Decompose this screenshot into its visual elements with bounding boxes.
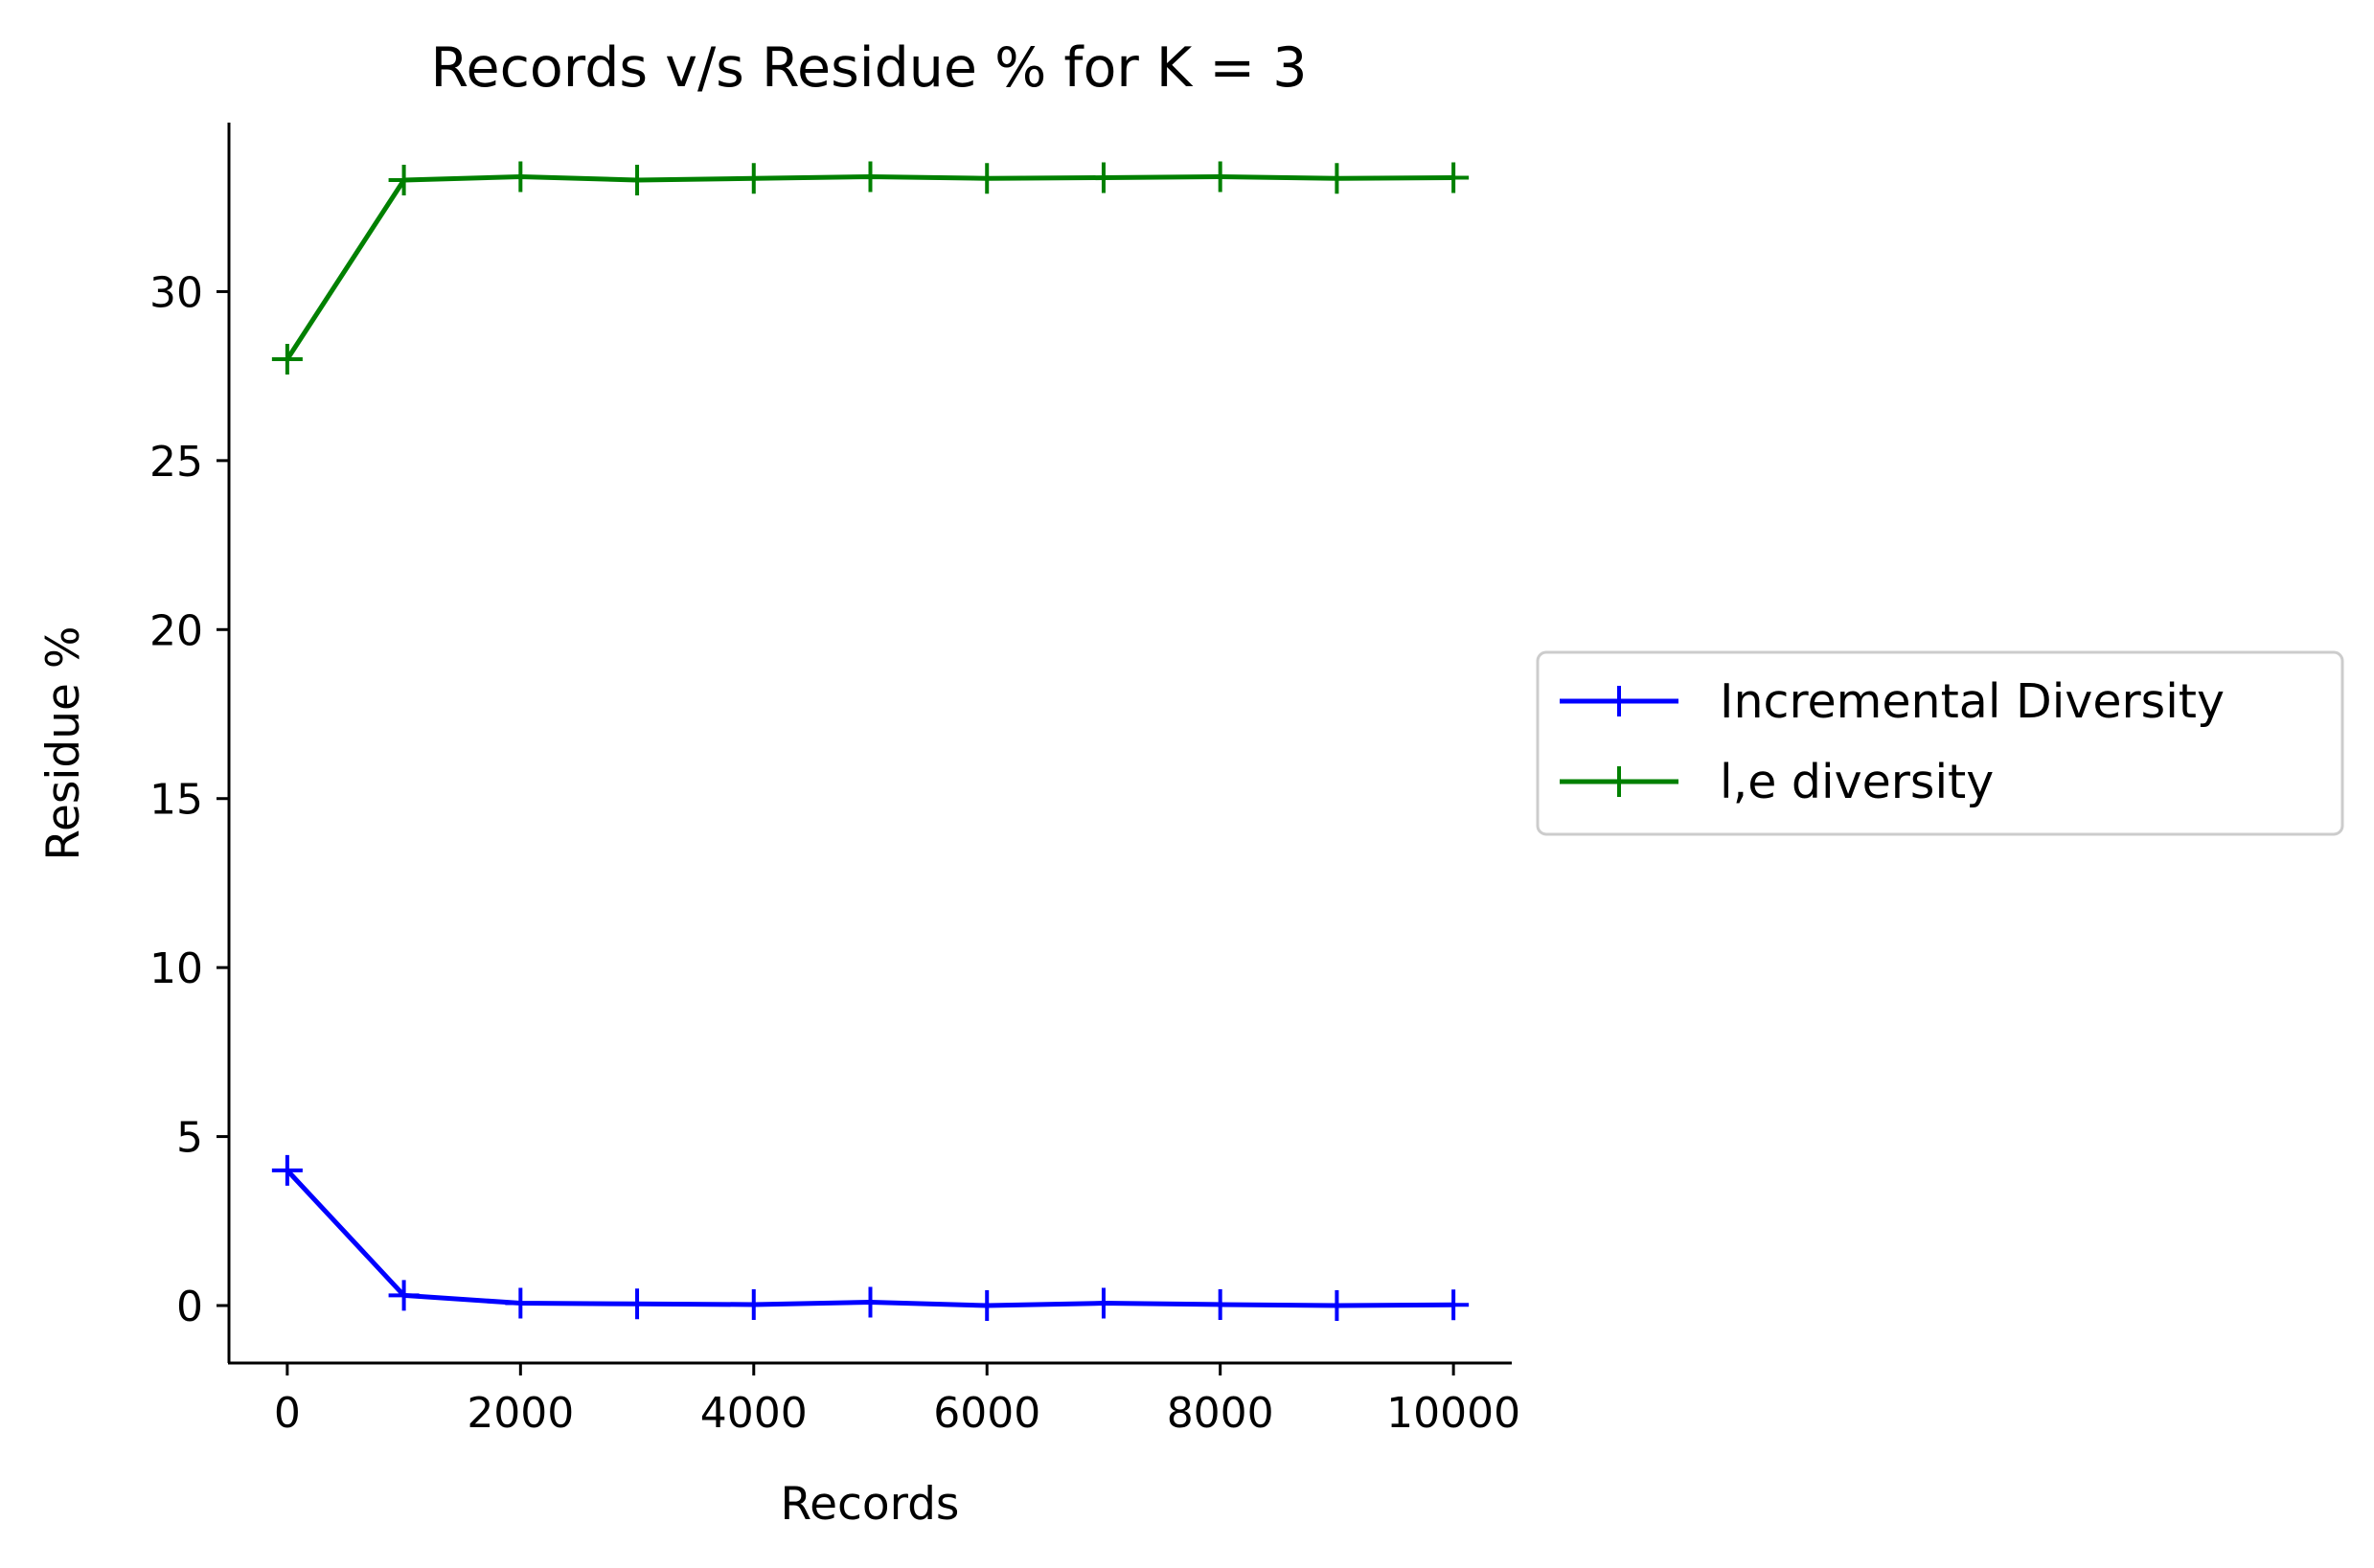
x-ticks: 0 2000 4000 6000 8000 10000	[274, 1363, 1520, 1438]
data-point	[738, 163, 769, 194]
series-layer	[271, 161, 1470, 1322]
x-tick-label: 0	[274, 1389, 301, 1438]
legend-swatch-marker	[1604, 686, 1634, 716]
legend-label: l,e diversity	[1720, 755, 1994, 809]
x-tick-label: 4000	[700, 1389, 808, 1438]
y-tick-label: 10	[149, 944, 203, 993]
data-point	[388, 164, 420, 195]
data-point	[855, 161, 886, 193]
series-1	[271, 1154, 1470, 1322]
legend-entry: Incremental Diversity	[1560, 674, 2225, 729]
data-point	[971, 1290, 1003, 1322]
data-point	[1204, 161, 1236, 193]
y-ticks: 0 5 10 15 20 25 30	[149, 268, 229, 1331]
data-point	[1438, 162, 1470, 193]
data-point	[271, 1154, 303, 1186]
data-point	[1321, 1290, 1353, 1322]
data-point	[1204, 1288, 1236, 1320]
data-point	[505, 161, 536, 193]
data-point	[505, 1287, 536, 1319]
data-point	[855, 1286, 886, 1318]
data-point	[388, 1280, 420, 1311]
legend-label: Incremental Diversity	[1720, 674, 2225, 729]
data-point	[1087, 1287, 1119, 1319]
data-point	[738, 1288, 769, 1320]
data-point	[622, 1288, 653, 1320]
y-tick-label: 0	[176, 1283, 203, 1331]
y-tick-label: 20	[149, 606, 203, 655]
y-tick-label: 25	[149, 438, 203, 487]
data-point	[622, 164, 653, 195]
x-tick-label: 2000	[467, 1389, 574, 1438]
series-2	[271, 161, 1470, 375]
plot-area: 0 2000 4000 6000 8000 10000 0 5 10 15 20 25 30	[149, 123, 1520, 1438]
legend-entry: l,e diversity	[1560, 755, 1994, 809]
series-line	[285, 173, 1454, 361]
y-tick-label: 30	[149, 268, 203, 317]
x-tick-label: 10000	[1386, 1389, 1520, 1438]
series-line	[285, 1169, 1454, 1308]
y-tick-label: 15	[149, 776, 203, 825]
data-point	[1087, 162, 1119, 193]
legend-entries: Incremental Diversity l,e diversity	[1560, 674, 2225, 809]
data-point	[1438, 1289, 1470, 1321]
chart-title: Records v/s Residue % for K = 3	[430, 36, 1307, 100]
x-tick-label: 8000	[1167, 1389, 1274, 1438]
legend-swatch-marker	[1604, 766, 1634, 797]
data-point	[971, 163, 1003, 194]
y-tick-label: 5	[176, 1114, 203, 1163]
x-axis-label: Records	[781, 1478, 960, 1531]
y-axis-label: Residue %	[37, 625, 90, 860]
legend: Incremental Diversity l,e diversity	[1536, 650, 2344, 836]
data-point	[1321, 163, 1353, 194]
data-point	[271, 344, 303, 375]
x-tick-label: 6000	[933, 1389, 1040, 1438]
legend-frame	[1536, 650, 2344, 836]
